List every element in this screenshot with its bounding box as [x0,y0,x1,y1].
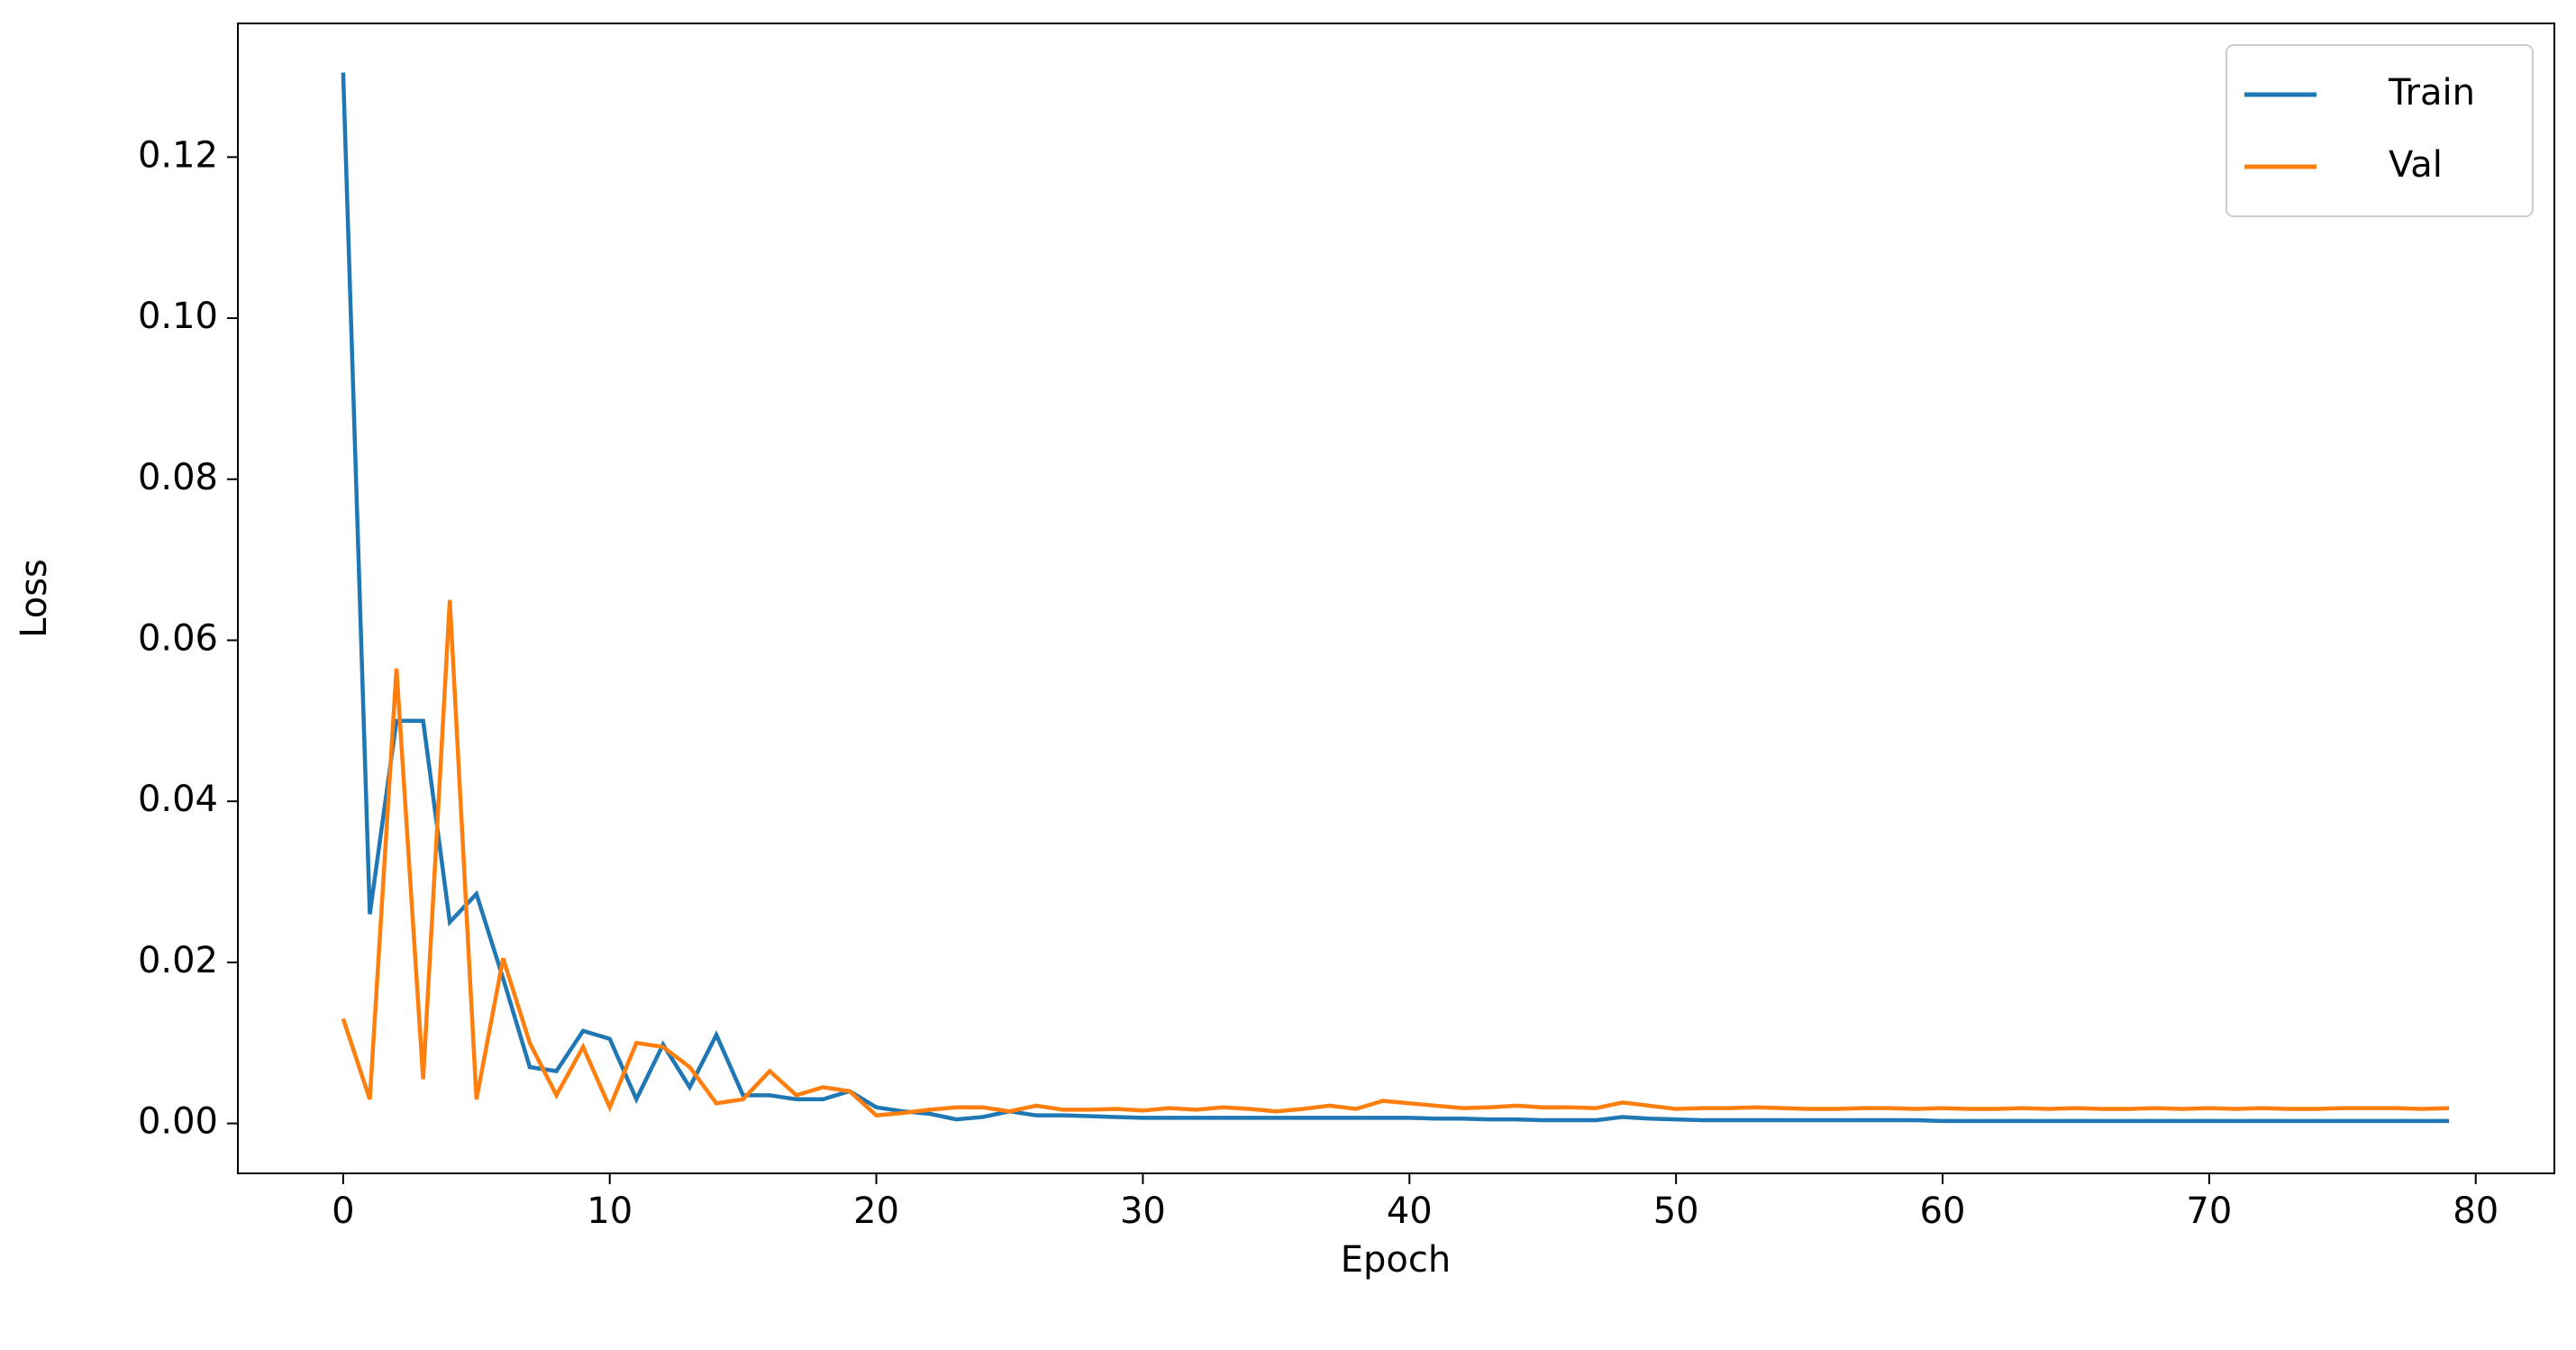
y-tick-label: 0.08 [138,457,218,498]
x-tick-label: 20 [853,1190,899,1232]
legend-label: Train [2388,72,2475,114]
series-line [341,599,2450,1117]
y-tick-label: 0.06 [138,617,218,659]
x-axis-label: Epoch [1341,1239,1451,1281]
series-line [341,72,2450,1124]
y-tick-label: 0.00 [138,1101,218,1143]
x-tick-label: 30 [1120,1190,1166,1232]
y-tick-label: 0.12 [138,134,218,176]
x-tick-label: 60 [1920,1190,1966,1232]
y-axis-label: Loss [14,559,55,638]
y-tick-label: 0.02 [138,940,218,981]
legend-box [2226,44,2534,217]
y-tick-label: 0.10 [138,296,218,337]
x-tick-label: 50 [1653,1190,1699,1232]
x-tick-label: 70 [2186,1190,2232,1232]
x-tick-label: 10 [587,1190,633,1232]
x-tick-label: 0 [332,1190,354,1232]
legend-label: Val [2389,144,2443,186]
y-tick-label: 0.04 [138,779,218,820]
x-tick-label: 40 [1387,1190,1433,1232]
plot-frame [237,23,2555,1174]
x-tick-label: 80 [2453,1190,2499,1232]
